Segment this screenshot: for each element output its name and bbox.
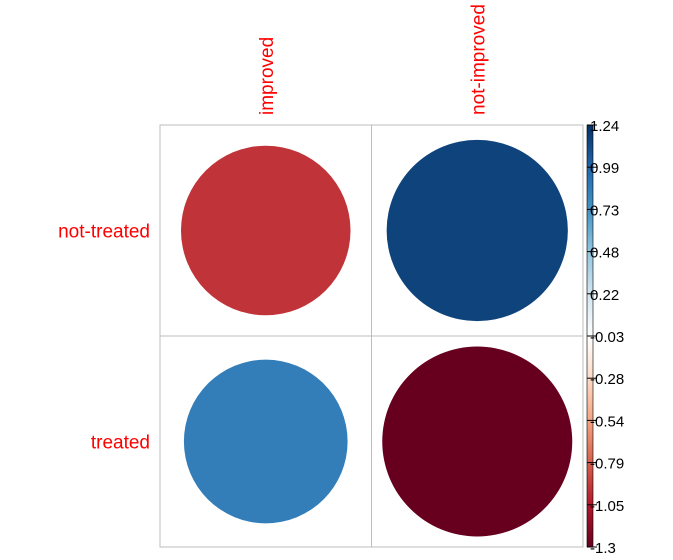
column-label: not-improved [468,4,489,115]
circle-not-treated-improved [180,145,351,316]
row-label: treated [91,433,150,454]
colorbar-tick-label: -0.28 [590,371,624,388]
colorbar-tick-label: -1.05 [590,498,624,515]
row-label: not-treated [58,222,150,243]
colorbar-tick-label: 0.99 [590,160,619,177]
circle-treated-improved [183,359,348,524]
colorbar-tick-label: -0.03 [590,329,624,346]
colorbar-tick-label: 0.48 [590,245,619,262]
circle-not-treated-not-improved [386,139,568,322]
colorbar-tick-label: -1.3 [590,540,616,557]
colorbar-tick-label: -0.54 [590,413,624,430]
column-label: improved [257,37,278,115]
colorbar-tick-label: -0.79 [590,456,624,473]
colorbar-tick-label: 1.24 [590,118,619,135]
circle-treated-not-improved [382,346,573,537]
colorbar-tick-label: 0.73 [590,202,619,219]
colorbar-tick-label: 0.22 [590,287,619,304]
colorbar: 1.24 0.99 0.73 0.48 0.22 -0.03 -0.28 -0.54 -0.79… [586,118,624,557]
